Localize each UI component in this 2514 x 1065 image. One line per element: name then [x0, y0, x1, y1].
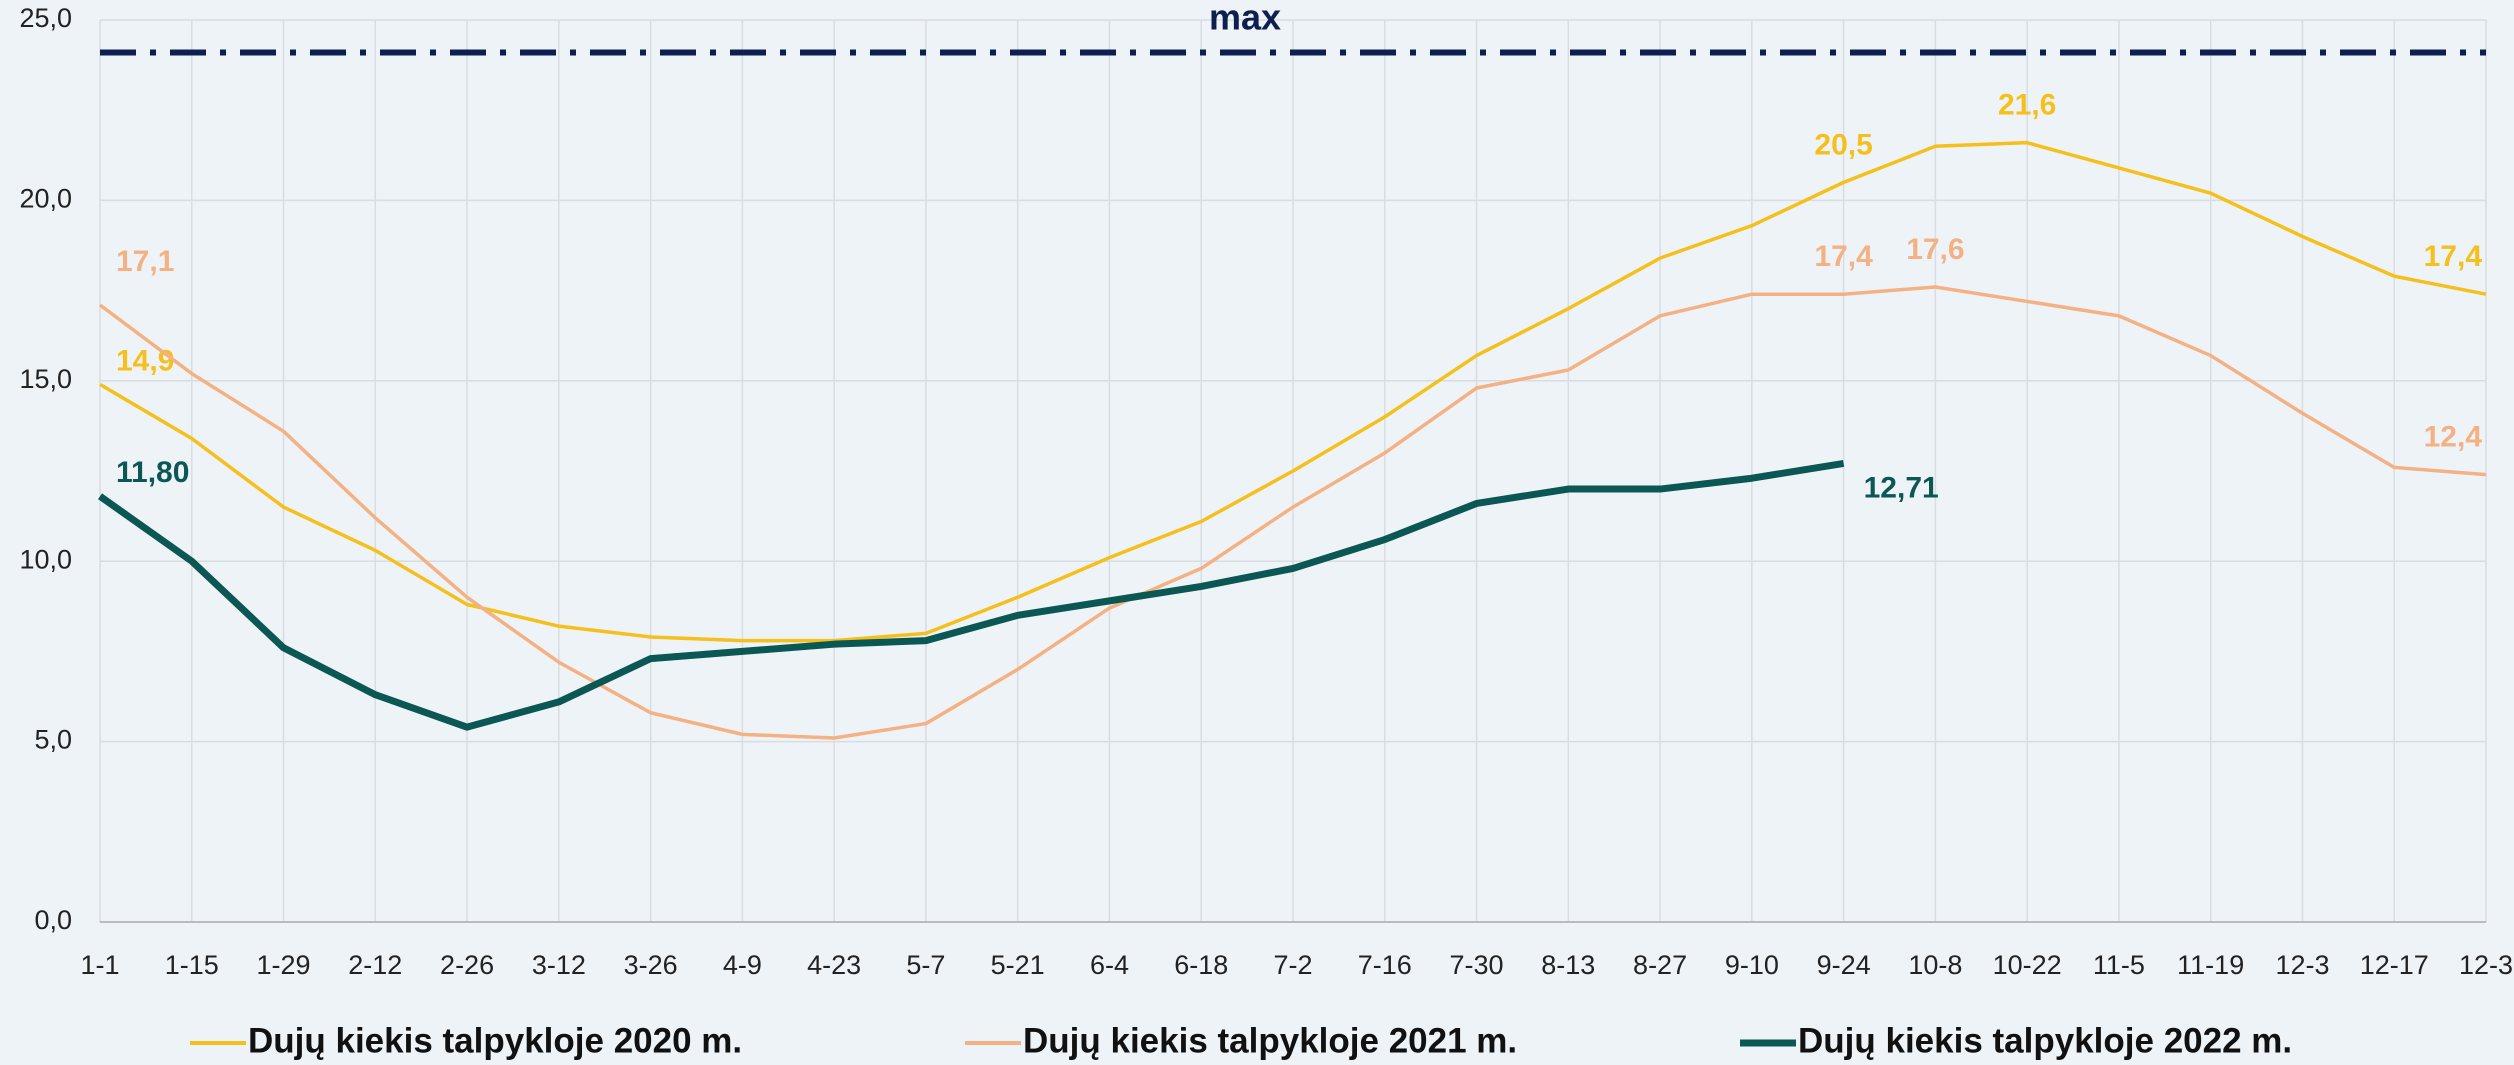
x-tick-label: 10-8	[1908, 950, 1962, 980]
y-tick-label: 20,0	[19, 184, 72, 214]
x-tick-label: 8-27	[1633, 950, 1687, 980]
legend-label: Dujų kiekis talpykloje 2020 m.	[248, 1021, 742, 1060]
y-tick-label: 10,0	[19, 544, 72, 574]
y-tick-label: 25,0	[19, 3, 72, 33]
y-tick-label: 5,0	[34, 725, 72, 755]
x-tick-label: 2-26	[440, 950, 494, 980]
x-tick-label: 11-19	[2177, 950, 2244, 980]
x-tick-label: 10-22	[1993, 950, 2062, 980]
series-line	[98, 285, 2487, 740]
data-label: 21,6	[1998, 89, 2056, 122]
max-label: max	[1209, 0, 1281, 38]
x-tick-label: 12-17	[2360, 950, 2429, 980]
x-tick-label: 1-29	[257, 950, 311, 980]
data-label: 17,6	[1906, 233, 1964, 266]
x-tick-label: 1-15	[165, 950, 219, 980]
x-tick-label: 5-21	[991, 950, 1045, 980]
y-tick-label: 15,0	[19, 364, 72, 394]
x-tick-label: 2-12	[348, 950, 402, 980]
x-tick-label: 6-4	[1090, 950, 1129, 980]
data-label: 12,71	[1864, 471, 1939, 504]
x-tick-label: 9-24	[1817, 950, 1871, 980]
x-tick-label: 11-5	[2093, 950, 2145, 980]
data-label: 12,4	[2424, 421, 2483, 454]
series-line	[97, 459, 1845, 731]
x-tick-label: 3-12	[532, 950, 586, 980]
x-tick-label: 5-7	[906, 950, 945, 980]
x-tick-label: 3-26	[624, 950, 678, 980]
series-line	[99, 140, 2487, 643]
x-tick-label: 1-1	[80, 950, 119, 980]
y-tick-label: 0,0	[34, 905, 72, 935]
data-label: 11,80	[116, 456, 189, 489]
x-tick-label: 12-3	[2459, 950, 2513, 980]
x-tick-label: 7-2	[1273, 950, 1312, 980]
x-tick-label: 7-16	[1358, 950, 1412, 980]
legend-label: Dujų kiekis talpykloje 2022 m.	[1798, 1021, 2292, 1060]
data-label: 17,4	[1814, 240, 1873, 273]
x-tick-label: 12-3	[2275, 950, 2329, 980]
data-label: 20,5	[1814, 128, 1872, 161]
x-tick-label: 4-9	[723, 950, 762, 980]
data-label: 14,9	[116, 344, 174, 377]
x-tick-label: 9-10	[1725, 950, 1779, 980]
x-tick-label: 7-30	[1450, 950, 1504, 980]
x-tick-label: 8-13	[1541, 950, 1595, 980]
data-label: 17,1	[116, 245, 174, 278]
x-tick-label: 4-23	[807, 950, 861, 980]
legend-label: Dujų kiekis talpykloje 2021 m.	[1023, 1021, 1517, 1060]
x-tick-label: 6-18	[1174, 950, 1228, 980]
data-label: 17,4	[2424, 240, 2483, 273]
